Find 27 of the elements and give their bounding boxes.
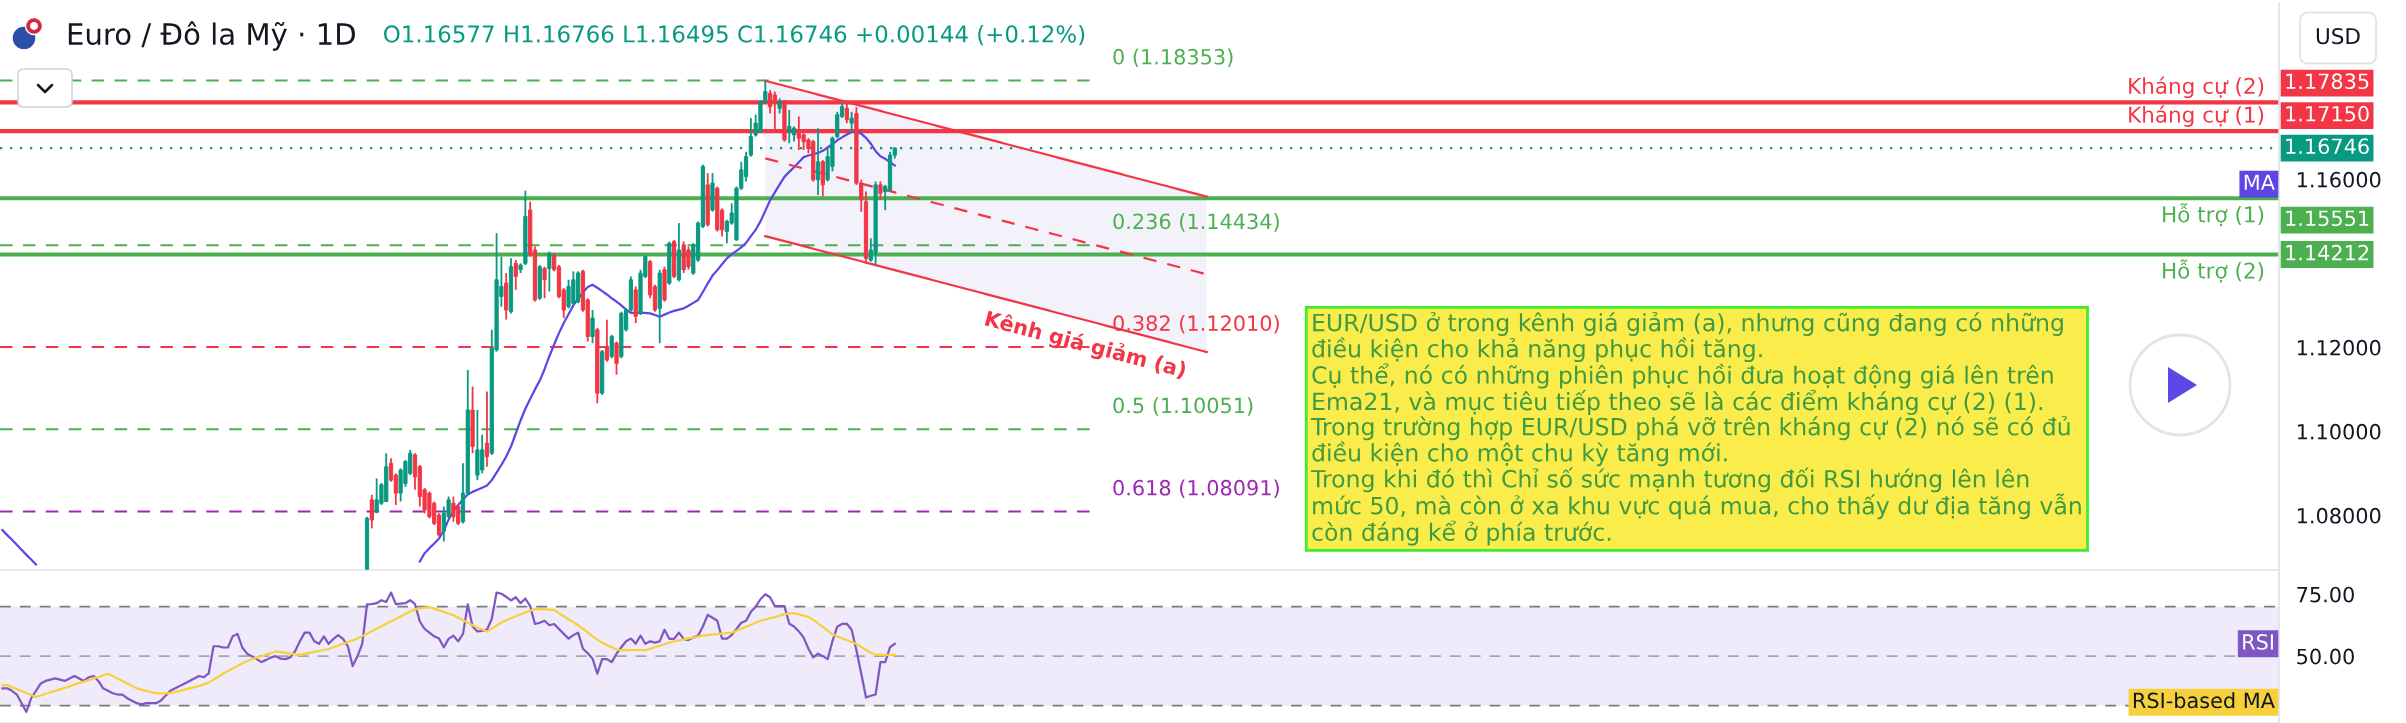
text: 1.17835 bbox=[2286, 73, 2369, 90]
ref-line-label: 0 (1.18353) bbox=[1113, 48, 1233, 68]
ref-line-label: Kháng cự (2) bbox=[2129, 76, 2264, 99]
text: 1.15551 bbox=[2286, 210, 2369, 227]
ref-line-label: Hỗ trợ (1) bbox=[2163, 203, 2264, 227]
y-tick-label: 1.16000 bbox=[2297, 171, 2381, 188]
ref-line-label: Kháng cự (1) bbox=[2129, 105, 2264, 127]
y-tick-label: 1.12000 bbox=[2297, 339, 2381, 356]
text: RSI-based MA bbox=[2133, 692, 2275, 709]
ref-line-label: Hỗ trợ (2) bbox=[2163, 259, 2264, 283]
ref-line-label: 0.618 (1.08091) bbox=[1113, 479, 1279, 499]
text: MA bbox=[2244, 174, 2275, 190]
ref-line-label: 0.236 (1.14434) bbox=[1113, 213, 1279, 232]
ref-line-label: 0.5 (1.10051) bbox=[1113, 397, 1253, 416]
y-tick-label: 50.00 bbox=[2297, 648, 2354, 665]
text: 1.14212 bbox=[2286, 244, 2369, 261]
text: RSI bbox=[2243, 634, 2273, 650]
text: O1.16577 H1.16766 L1.16495 C1.16746 +0.00144 (+0.12%) bbox=[384, 24, 1085, 46]
y-tick-label: 1.10000 bbox=[2297, 423, 2381, 440]
text: 1.16746 bbox=[2286, 138, 2369, 155]
text: 1.17150 bbox=[2286, 105, 2369, 122]
y-axis-title: USD bbox=[2316, 27, 2360, 45]
y-tick-label: 1.08000 bbox=[2297, 507, 2381, 524]
text: EUR/USD ở trong kênh giá giảm (a), nhưng cũng đang có những điều kiện cho khả năng phục hồi tăng. Cụ thể, nó có những phiên phục hồi đưa hoạt động giá lên trên Ema21, và mục tiêu tiếp theo sẽ là các điểm kháng cự (2) (1). Trong trường hợp EUR/USD phá vỡ trên kháng cự (2) nó sẽ có đủ điều kiện cho một chu kỳ tăng mới. Trong khi đó thì Chỉ số sức mạnh tương đối RSI hướng lên lên mức 50, mà còn ở xa khu vực quá mua, cho thấy dư địa tăng vẫn còn đáng kể ở phía trước. bbox=[1310, 312, 2081, 546]
y-tick-label: 75.00 bbox=[2297, 586, 2354, 603]
ref-line-label: 0.382 (1.12010) bbox=[1113, 314, 1279, 334]
text: Euro / Đô la Mỹ · 1D bbox=[68, 21, 355, 51]
